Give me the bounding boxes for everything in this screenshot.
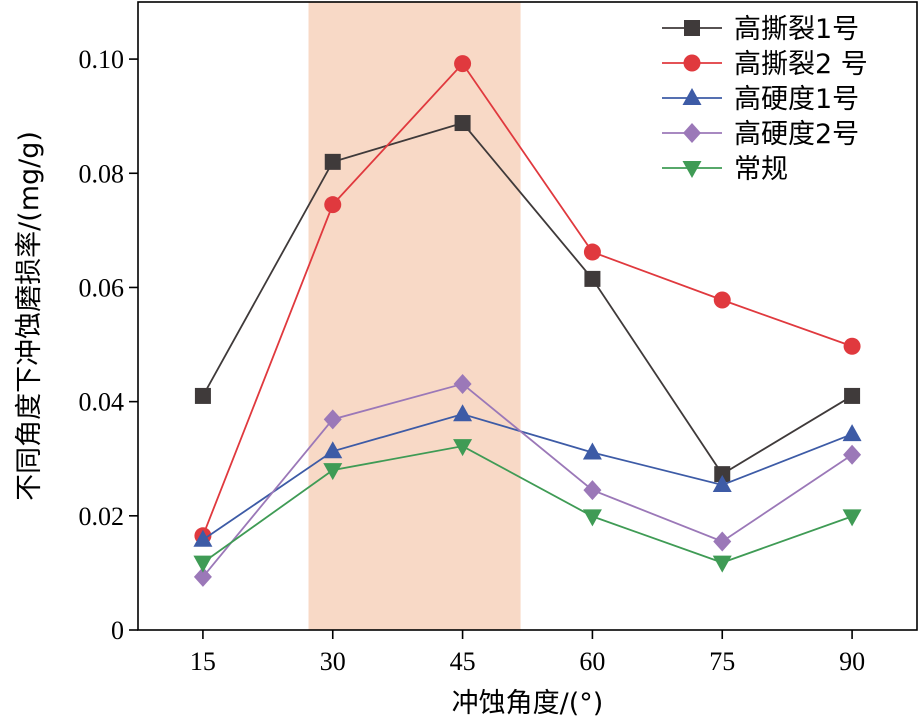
series-1-point-30 (324, 153, 341, 170)
series-5-point-30 (323, 463, 343, 481)
series-2-point-75 (713, 291, 731, 309)
x-tick-label-15: 15 (190, 647, 216, 676)
legend-item-3: 高硬度1号 (662, 84, 859, 115)
y-axis-title: 不同角度下冲蚀磨损率/(mg/g) (14, 131, 45, 501)
series-5-point-75 (712, 555, 732, 573)
series-3-point-45 (453, 404, 473, 422)
legend-item-2: 高撕裂2 号 (662, 49, 868, 80)
legend-marker-5 (682, 161, 702, 178)
series-3-point-15 (193, 529, 213, 547)
y-tick-label-5: 0.10 (79, 45, 125, 74)
x-tick-label-45: 45 (450, 647, 476, 676)
highlight-band-layer (308, 2, 521, 630)
series-line-4 (202, 382, 853, 578)
series-line-2 (202, 62, 853, 537)
legend-marker-2 (683, 54, 701, 72)
y-tick-label-3: 0.06 (79, 273, 125, 302)
series-4-point-60 (583, 480, 602, 501)
x-tick-label-60: 60 (579, 647, 605, 676)
legend-label-2: 高撕裂2 号 (734, 49, 868, 80)
series-5-point-15 (193, 555, 213, 573)
series-line-5 (202, 445, 853, 564)
series-3-point-75 (712, 474, 732, 492)
series-1-point-45 (454, 115, 471, 132)
series-4-point-15 (193, 566, 212, 587)
series-5 (193, 439, 862, 573)
x-tick-label-90: 90 (839, 647, 865, 676)
series-5-point-60 (582, 509, 602, 527)
x-tick-label-30: 30 (320, 647, 346, 676)
series-1-point-90 (844, 387, 861, 404)
x-axis-title: 冲蚀角度/(°) (452, 688, 604, 719)
series-1-point-75 (714, 466, 731, 483)
legend-marker-1 (684, 20, 700, 36)
series-4-point-90 (843, 444, 862, 465)
legend-marker-3 (682, 88, 702, 105)
series-2-point-90 (843, 337, 861, 355)
series-4-point-75 (713, 531, 732, 552)
legend-item-4: 高硬度2号 (662, 119, 859, 150)
legend-item-1: 高撕裂1号 (662, 14, 859, 45)
series-4 (193, 373, 862, 587)
series-1 (194, 115, 861, 483)
x-tick-label-75: 75 (709, 647, 735, 676)
series-line-3 (202, 413, 853, 541)
axes: 15 30 45 60 75 90 0 0.02 0.04 0.06 0.08 0.10 (79, 1, 918, 676)
series-3 (193, 404, 862, 547)
legend-label-1: 高撕裂1号 (734, 14, 859, 45)
series-line-1 (202, 122, 853, 476)
y-tick-label-2: 0.04 (79, 388, 125, 417)
series-4-point-45 (453, 373, 472, 394)
series-4-point-30 (323, 409, 342, 430)
y-tick-label-0: 0 (111, 616, 124, 645)
series-layer (193, 55, 862, 587)
series-2-point-30 (324, 196, 342, 214)
legend-label-3: 高硬度1号 (734, 84, 859, 115)
plot-frame (137, 1, 918, 631)
series-2-point-60 (583, 243, 601, 261)
highlight-band (308, 2, 521, 630)
legend-item-5: 常规 (662, 154, 788, 185)
legend-label-5: 常规 (734, 154, 788, 185)
legend-marker-4 (683, 123, 701, 143)
legend-label-4: 高硬度2号 (734, 119, 859, 150)
y-tick-label-1: 0.02 (79, 502, 125, 531)
series-3-point-90 (842, 424, 862, 442)
series-2-point-45 (454, 55, 472, 73)
series-3-point-30 (323, 441, 343, 459)
series-5-point-90 (842, 509, 862, 527)
series-1-point-15 (194, 387, 211, 404)
series-3-point-60 (582, 442, 602, 460)
series-1-point-60 (584, 270, 601, 287)
y-tick-label-4: 0.08 (79, 159, 125, 188)
series-5-point-45 (453, 439, 473, 457)
